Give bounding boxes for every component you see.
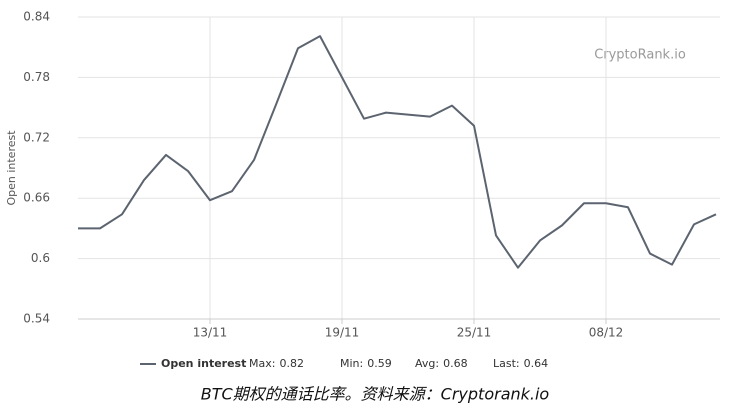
y-tick-label: 0.54: [23, 312, 50, 326]
stat-label: Avg:: [415, 357, 439, 370]
y-tick-label: 0.6: [31, 251, 50, 265]
legend-stat: Avg: 0.68: [415, 357, 468, 370]
stat-label: Min:: [340, 357, 363, 370]
stat-label: Last:: [493, 357, 520, 370]
y-tick-label: 0.66: [23, 191, 50, 205]
y-tick-label: 0.72: [23, 130, 50, 144]
y-axis-label: Open interest: [5, 130, 18, 206]
x-tick-label: 25/11: [457, 326, 492, 340]
stat-label: Max:: [249, 357, 275, 370]
stat-value: 0.64: [524, 357, 549, 370]
legend-stat: Min: 0.59: [340, 357, 392, 370]
data-line: [78, 35, 717, 269]
x-tick-label: 13/11: [193, 326, 228, 340]
legend-label: Open interest: [161, 357, 246, 370]
x-tick-label: 08/12: [589, 326, 624, 340]
legend-stat: Last: 0.64: [493, 357, 548, 370]
y-tick-label: 0.84: [23, 10, 50, 24]
stat-value: 0.59: [367, 357, 392, 370]
caption: BTC期权的通话比率。资料来源：Cryptorank.io: [201, 385, 550, 404]
stat-value: 0.82: [279, 357, 304, 370]
legend-stat: Max: 0.82: [249, 357, 304, 370]
x-tick-label: 19/11: [325, 326, 360, 340]
watermark: CryptoRank.io: [594, 48, 686, 63]
stat-value: 0.68: [443, 357, 468, 370]
y-tick-label: 0.78: [23, 70, 50, 84]
